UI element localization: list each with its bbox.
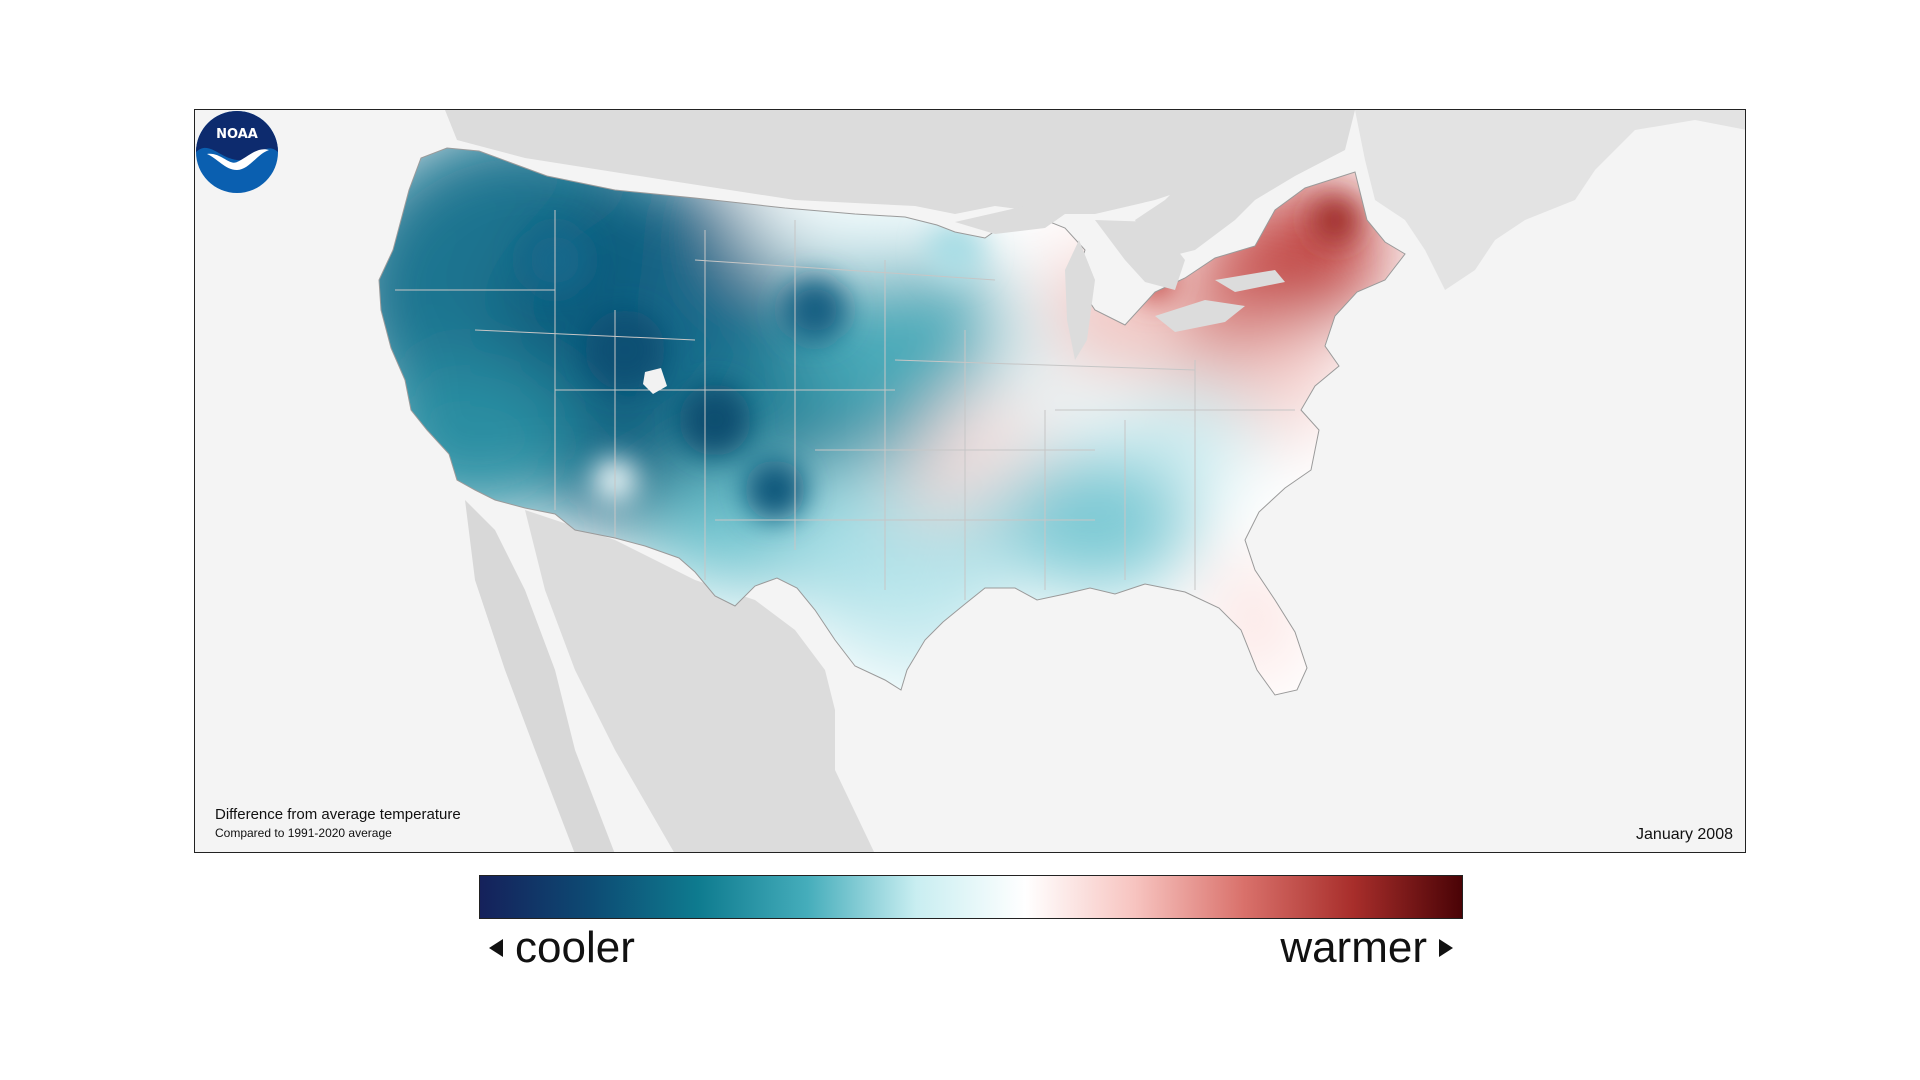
great-lakes <box>955 206 1285 360</box>
mexico-landmass <box>465 500 875 852</box>
left-arrow-icon <box>489 939 503 957</box>
caption-subtitle: Compared to 1991-2020 average <box>215 826 392 840</box>
caption-title: Difference from average temperature <box>215 806 461 823</box>
map-date: January 2008 <box>1636 826 1733 843</box>
scale-labels: cooler warmer <box>479 918 1463 978</box>
canada-landmass <box>445 110 1745 290</box>
great-salt-lake <box>643 368 667 394</box>
warmer-label-group: warmer <box>1280 918 1453 978</box>
map-frame: Difference from average temperature Comp… <box>194 109 1746 853</box>
right-arrow-icon <box>1439 939 1453 957</box>
cooler-label-group: cooler <box>489 918 635 978</box>
cooler-label: cooler <box>515 923 635 972</box>
noaa-logo: NOAA <box>196 111 278 193</box>
logo-text: NOAA <box>216 127 258 142</box>
temperature-anomaly-map <box>378 110 1745 852</box>
warmer-label: warmer <box>1280 923 1427 972</box>
map-caption: Difference from average temperature Comp… <box>215 806 461 840</box>
anomaly-color-scale <box>479 875 1463 919</box>
